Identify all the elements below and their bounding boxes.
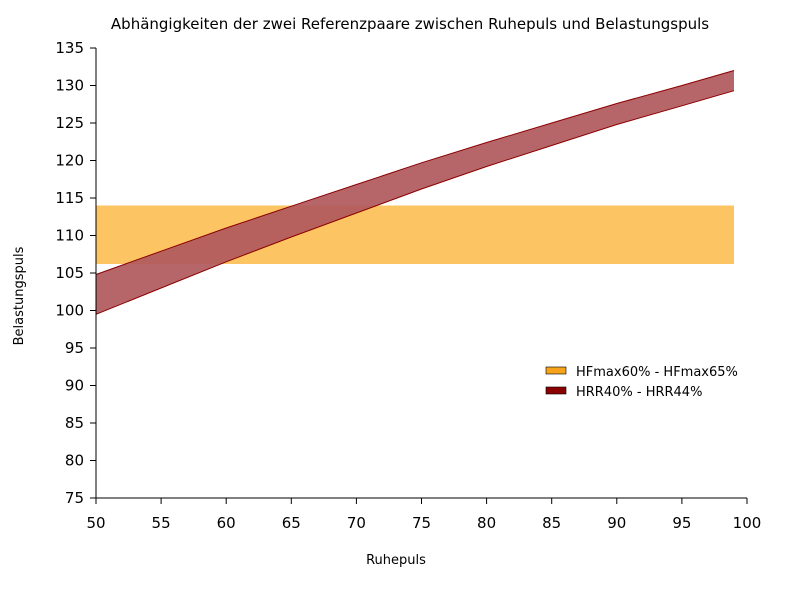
y-tick-label: 120 bbox=[55, 152, 84, 170]
band-2 bbox=[96, 70, 734, 315]
y-tick-label: 110 bbox=[55, 227, 84, 245]
y-tick-label: 85 bbox=[65, 414, 84, 432]
x-tick-label: 95 bbox=[672, 514, 691, 532]
x-tick-label: 70 bbox=[347, 514, 366, 532]
band-2-upper-edge bbox=[95, 70, 735, 275]
x-ticks: 50 55 60 65 70 75 80 85 90 95 100 bbox=[86, 498, 761, 532]
legend-swatch-1 bbox=[545, 366, 567, 375]
legend-label-1: HFmax60% - HFmax65% bbox=[576, 365, 738, 380]
y-tick-label: 75 bbox=[65, 489, 84, 507]
y-tick-label: 105 bbox=[55, 264, 84, 282]
x-tick-label: 65 bbox=[282, 514, 301, 532]
x-tick-label: 90 bbox=[607, 514, 626, 532]
x-tick-label: 80 bbox=[477, 514, 496, 532]
y-tick-label: 135 bbox=[55, 39, 84, 57]
y-tick-label: 115 bbox=[55, 189, 84, 207]
y-tick-label: 95 bbox=[65, 339, 84, 357]
y-tick-label: 125 bbox=[55, 114, 84, 132]
x-axis-title: Ruhepuls bbox=[366, 553, 426, 568]
y-tick-label: 100 bbox=[55, 302, 84, 320]
x-tick-label: 60 bbox=[217, 514, 236, 532]
x-tick-label: 75 bbox=[412, 514, 431, 532]
x-tick-label: 55 bbox=[152, 514, 171, 532]
y-ticks: 135 130 125 120 115 110 105 100 95 90 85 80 75 bbox=[55, 39, 96, 507]
y-tick-label: 130 bbox=[55, 77, 84, 95]
y-axis-title: Belastungspuls bbox=[12, 246, 27, 345]
legend-label-2: HRR40% - HRR44% bbox=[576, 385, 702, 400]
legend-swatch-2 bbox=[545, 386, 567, 395]
chart-title: Abhängigkeiten der zwei Referenzpaare zw… bbox=[111, 15, 709, 33]
y-tick-label: 80 bbox=[65, 452, 84, 470]
band-2-lower-edge bbox=[95, 90, 735, 315]
x-tick-label: 100 bbox=[733, 514, 762, 532]
x-tick-label: 50 bbox=[86, 514, 105, 532]
legend: HFmax60% - HFmax65% HRR40% - HRR44% bbox=[545, 365, 738, 400]
x-tick-label: 85 bbox=[542, 514, 561, 532]
plot-area bbox=[95, 70, 735, 315]
y-tick-label: 90 bbox=[65, 377, 84, 395]
